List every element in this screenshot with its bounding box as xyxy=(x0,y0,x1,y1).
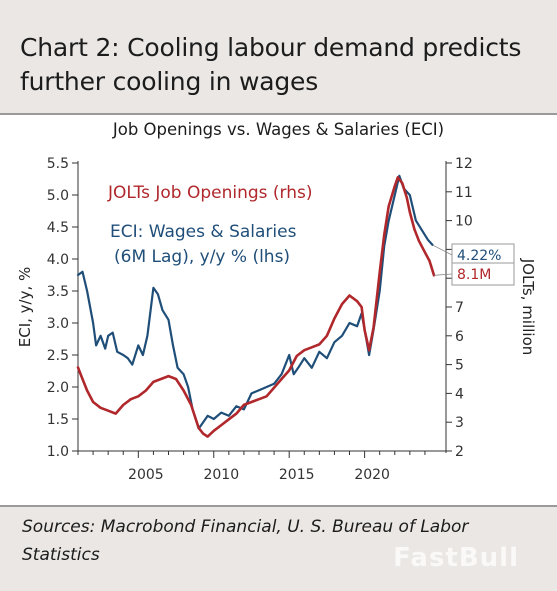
chart: 1.01.52.02.53.03.54.04.55.05.52345678910… xyxy=(16,156,537,483)
header-divider xyxy=(0,113,557,115)
eci-series-line xyxy=(76,174,434,430)
x-tick-label: 2020 xyxy=(354,467,390,483)
right-tick-label: 3 xyxy=(455,415,464,431)
right-tick-label: 7 xyxy=(455,300,464,316)
jolts-end-value-label: 8.1M xyxy=(457,267,491,283)
chart-header: Chart 2: Cooling labour demand predicts … xyxy=(0,0,557,115)
left-tick-label: 2.0 xyxy=(47,380,69,396)
left-tick-label: 3.0 xyxy=(47,316,69,332)
series-annotation: JOLTs Job Openings (rhs) xyxy=(107,183,313,203)
left-tick-label: 5.5 xyxy=(47,156,69,172)
eci-end-value-label: 4.22% xyxy=(457,248,501,264)
right-tick-label: 4 xyxy=(455,386,464,402)
right-tick-label: 10 xyxy=(455,214,473,230)
x-tick-label: 2010 xyxy=(203,467,239,483)
right-axis-title: JOLTs, million xyxy=(519,258,537,356)
end-label-connector xyxy=(433,273,453,276)
left-tick-label: 4.0 xyxy=(47,252,69,268)
chart-footer: Sources: Macrobond Financial, U. S. Bure… xyxy=(0,507,557,591)
x-tick-label: 2015 xyxy=(279,467,315,483)
left-tick-label: 1.0 xyxy=(47,444,69,460)
jolts-series-line xyxy=(76,176,436,438)
left-tick-label: 4.5 xyxy=(47,220,69,236)
end-label-connector xyxy=(432,244,453,256)
chart-title: Job Openings vs. Wages & Salaries (ECI) xyxy=(112,120,445,139)
right-tick-label: 12 xyxy=(455,156,473,172)
right-tick-label: 2 xyxy=(455,444,464,460)
right-tick-label: 5 xyxy=(455,358,464,374)
right-tick-label: 6 xyxy=(455,329,464,345)
series-annotation: ECI: Wages & Salaries xyxy=(110,222,297,242)
watermark-logo: FastBull xyxy=(393,543,519,573)
left-tick-label: 1.5 xyxy=(47,412,69,428)
page-title: Chart 2: Cooling labour demand predicts … xyxy=(20,33,522,96)
end-label-box xyxy=(451,262,515,286)
left-tick-label: 5.0 xyxy=(47,188,69,204)
footer-divider xyxy=(0,505,557,507)
left-tick-label: 2.5 xyxy=(47,348,69,364)
right-tick-label: 11 xyxy=(455,185,473,201)
left-axis-title: ECI, y/y, % xyxy=(16,267,34,348)
sources-note: Sources: Macrobond Financial, U. S. Bure… xyxy=(22,517,469,565)
left-tick-label: 3.5 xyxy=(47,284,69,300)
x-tick-label: 2005 xyxy=(128,467,164,483)
series-annotation: (6M Lag), y/y % (lhs) xyxy=(114,247,290,267)
